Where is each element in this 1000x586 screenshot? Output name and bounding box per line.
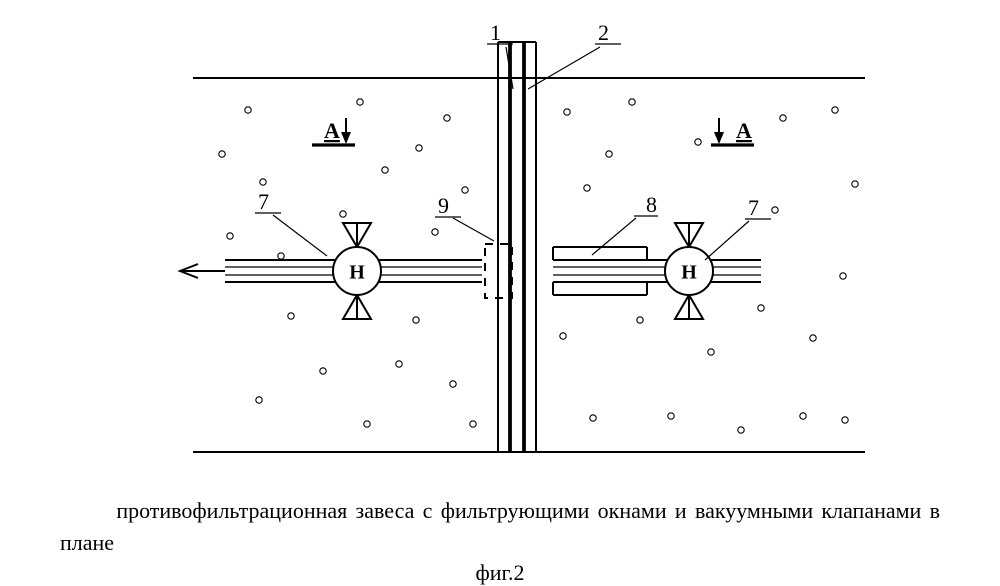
valve-letter: Н [681,262,697,284]
diagram-canvas: Н Н А А 1 2 9 7 7 8 [135,20,865,485]
caption-text: противофильтрационная завеса с фильтрующ… [60,498,940,555]
callout-label-7L: 7 [258,189,269,214]
valve-letter: Н [349,262,365,284]
figure-number: фиг.2 [0,560,1000,586]
figure-caption: противофильтрационная завеса с фильтрующ… [60,495,940,559]
section-letter: А [736,118,752,143]
callout-label-1: 1 [490,20,501,45]
callout-label-9: 9 [438,193,449,218]
callout-label-8: 8 [646,192,657,217]
diagram-svg: Н Н А А 1 2 9 7 7 8 [135,20,865,485]
callout-label-7R: 7 [748,195,759,220]
callout-label-2: 2 [598,20,609,45]
section-letter: А [324,118,340,143]
